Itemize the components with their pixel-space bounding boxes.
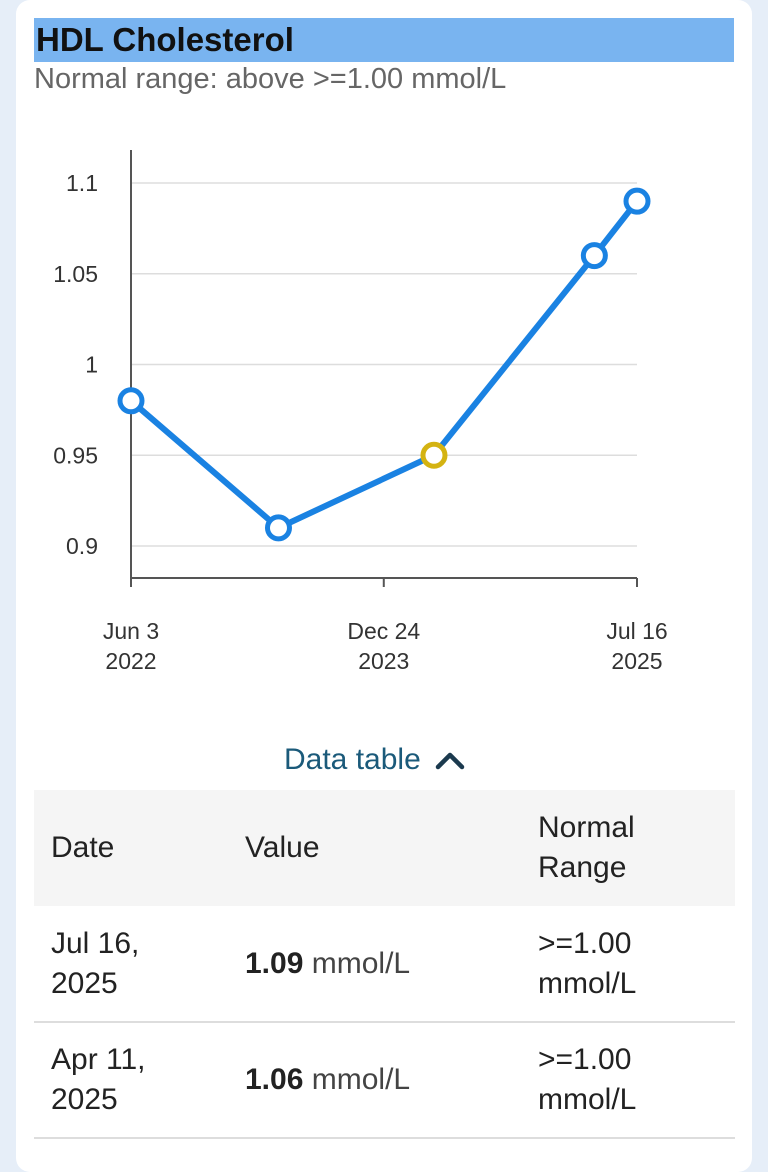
x-tick-label-year: 2025 [611,648,662,674]
data-table: Date Value Normal Range Jul 16, 2025 1.0… [34,790,735,1139]
range-cell: >=1.00 mmol/L [538,906,735,1023]
x-tick-label: Jul 16 [606,618,667,644]
value-unit: mmol/L [311,946,411,980]
value-cell: 1.06 mmol/L [245,1022,538,1139]
range-cell-line2: mmol/L [538,966,637,1000]
range-cell: >=1.00 mmol/L [538,1022,735,1139]
x-tick-label: Jun 3 [103,618,159,644]
table-row: Apr 11, 2025 1.06 mmol/L >=1.00 mmol/L [34,1022,735,1139]
date-cell-line1: Jul 16, [51,926,140,960]
x-tick-label-year: 2022 [105,648,156,674]
y-tick-label: 0.95 [53,442,98,468]
y-tick-label: 0.9 [66,533,98,559]
y-tick-label: 1.05 [53,261,98,287]
column-header-value: Value [245,790,538,906]
date-cell: Jul 16, 2025 [34,906,245,1023]
y-tick-label: 1.1 [66,170,98,196]
chevron-up-icon [435,750,465,770]
date-cell: Apr 11, 2025 [34,1022,245,1139]
value-number: 1.09 [245,946,304,980]
hdl-line-chart: 0.9 0.95 1 1.05 1.1 Jun 3 2022 Dec 24 2023 Jul 16… [53,150,668,674]
data-point [117,387,145,415]
data-point [580,242,608,270]
table-row: Jul 16, 2025 1.09 mmol/L >=1.00 mmol/L [34,906,735,1023]
data-table-toggle[interactable]: Data table [284,740,465,780]
range-cell-line2: mmol/L [538,1083,637,1116]
value-number: 1.06 [245,1063,304,1096]
column-header-date: Date [34,790,245,906]
range-cell-line1: >=1.00 [538,926,632,960]
x-tick-label: Dec 24 [347,618,420,644]
data-point [264,514,292,542]
data-point-highlighted [420,441,448,469]
date-cell-line2: 2025 [51,966,118,1000]
range-cell-line1: >=1.00 [538,1043,632,1076]
date-cell-line1: Apr 11, [51,1043,146,1076]
table-header-row: Date Value Normal Range [34,790,735,906]
column-header-normal-range-line1: Normal [538,811,635,844]
normal-range-subtitle: Normal range: above >=1.00 mmol/L [34,63,507,95]
data-point [623,187,651,215]
value-cell: 1.09 mmol/L [245,906,538,1023]
y-tick-label: 1 [85,352,98,378]
column-header-normal-range-line2: Range [538,851,627,884]
page-title: HDL Cholesterol [34,18,734,62]
data-table-toggle-label: Data table [284,743,421,776]
x-tick-label-year: 2023 [358,648,409,674]
value-unit: mmol/L [311,1063,411,1096]
column-header-normal-range: Normal Range [538,790,735,906]
date-cell-line2: 2025 [51,1083,118,1116]
